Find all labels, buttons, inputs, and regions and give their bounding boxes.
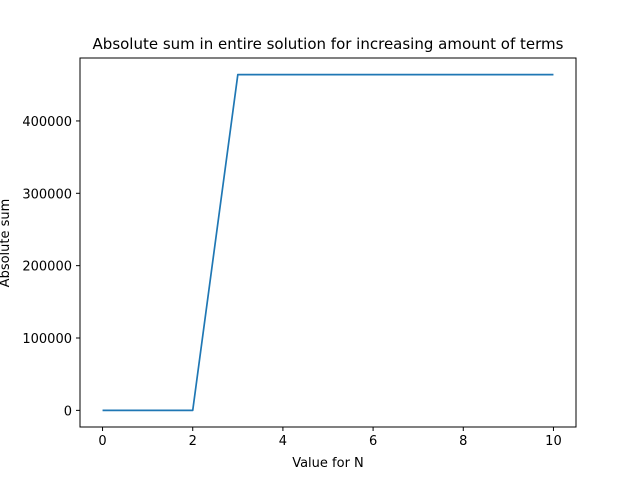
x-tick-label: 2 [189, 434, 197, 449]
chart-title: Absolute sum in entire solution for incr… [93, 35, 564, 53]
y-tick-label: 100000 [22, 332, 72, 347]
y-tick-label: 0 [64, 404, 72, 419]
plot-area-frame [79, 57, 577, 428]
y-tick-label: 300000 [22, 187, 72, 202]
x-tick-label: 0 [98, 434, 106, 449]
x-axis: 0 2 4 6 8 10 [98, 427, 562, 449]
x-tick-label: 10 [545, 434, 562, 449]
y-axis-label: Absolute sum [0, 199, 13, 288]
x-tick-label: 4 [279, 434, 287, 449]
y-tick-label: 200000 [22, 260, 72, 275]
y-axis: 0 100000 200000 300000 400000 [22, 115, 80, 419]
x-tick-label: 6 [369, 434, 377, 449]
series-layer [102, 73, 554, 412]
series-line-0 [102, 73, 554, 412]
y-tick-label: 400000 [22, 115, 72, 130]
x-axis-label: Value for N [292, 456, 364, 471]
x-tick-label: 8 [459, 434, 467, 449]
